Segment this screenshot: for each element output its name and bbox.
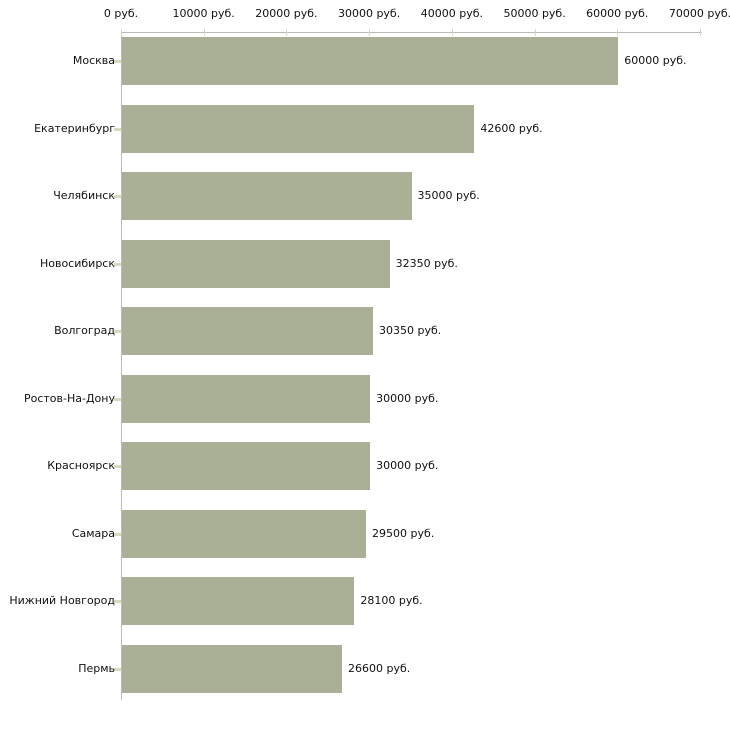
x-axis-tick bbox=[121, 29, 122, 36]
x-axis-tick-label: 70000 руб. bbox=[668, 7, 730, 20]
x-axis-tick bbox=[451, 29, 453, 36]
x-axis-tick-label: 20000 руб. bbox=[255, 7, 318, 20]
x-axis-tick bbox=[700, 29, 701, 36]
value-label: 30000 руб. bbox=[376, 459, 439, 472]
category-label: Москва bbox=[72, 54, 115, 67]
y-axis-tick bbox=[114, 195, 121, 198]
x-axis-tick-label: 40000 руб. bbox=[420, 7, 484, 20]
category-label: Челябинск bbox=[53, 189, 115, 202]
x-axis-tick bbox=[286, 29, 288, 36]
x-axis-tick bbox=[534, 29, 536, 36]
y-axis-line bbox=[121, 32, 122, 700]
y-axis-tick bbox=[114, 465, 121, 468]
bar bbox=[122, 509, 366, 558]
y-axis-tick bbox=[114, 262, 121, 266]
category-label: Красноярск bbox=[47, 459, 115, 472]
x-axis-tick bbox=[203, 29, 205, 36]
value-label: 32350 руб. bbox=[395, 256, 458, 270]
x-axis-line bbox=[121, 32, 702, 33]
value-label: 42600 руб. bbox=[480, 121, 543, 135]
x-axis-tick-label: 50000 руб. bbox=[503, 7, 566, 20]
category-label: Волгоград bbox=[54, 324, 115, 337]
value-label: 26600 руб. bbox=[348, 661, 411, 675]
y-axis-tick bbox=[114, 397, 121, 401]
y-axis-tick bbox=[114, 127, 121, 131]
category-label: Самара bbox=[71, 526, 115, 540]
category-label: Новосибирск bbox=[39, 256, 115, 270]
y-axis-tick bbox=[114, 667, 121, 671]
y-axis-tick bbox=[114, 600, 121, 603]
bar bbox=[122, 374, 371, 423]
bar bbox=[122, 239, 390, 288]
y-axis-tick bbox=[114, 60, 121, 63]
value-label: 30350 руб. bbox=[379, 324, 442, 337]
bar bbox=[122, 172, 412, 220]
bar bbox=[122, 644, 342, 693]
bar bbox=[122, 37, 619, 85]
category-label: Нижний Новгород bbox=[9, 594, 115, 607]
category-label: Ростов-На-Дону bbox=[23, 391, 115, 405]
category-label: Пермь bbox=[78, 661, 115, 675]
bar bbox=[122, 307, 373, 355]
y-axis-tick bbox=[114, 330, 121, 333]
x-axis-tick-label: 30000 руб. bbox=[337, 7, 401, 20]
bar bbox=[122, 577, 355, 625]
value-label: 29500 руб. bbox=[372, 526, 435, 540]
value-label: 28100 руб. bbox=[360, 594, 423, 607]
value-label: 60000 руб. bbox=[624, 54, 687, 67]
x-axis-tick-label: 60000 руб. bbox=[586, 7, 649, 20]
x-axis-tick-label: 10000 руб. bbox=[172, 7, 235, 20]
x-axis-tick-label: 0 руб. bbox=[103, 7, 139, 20]
bar bbox=[122, 104, 475, 153]
category-label: Екатеринбург bbox=[34, 121, 115, 135]
x-axis-tick bbox=[369, 29, 371, 36]
value-label: 30000 руб. bbox=[376, 391, 439, 405]
value-label: 35000 руб. bbox=[417, 189, 480, 202]
y-axis-tick bbox=[114, 532, 121, 536]
bar bbox=[122, 442, 371, 490]
x-axis-tick bbox=[617, 29, 619, 36]
